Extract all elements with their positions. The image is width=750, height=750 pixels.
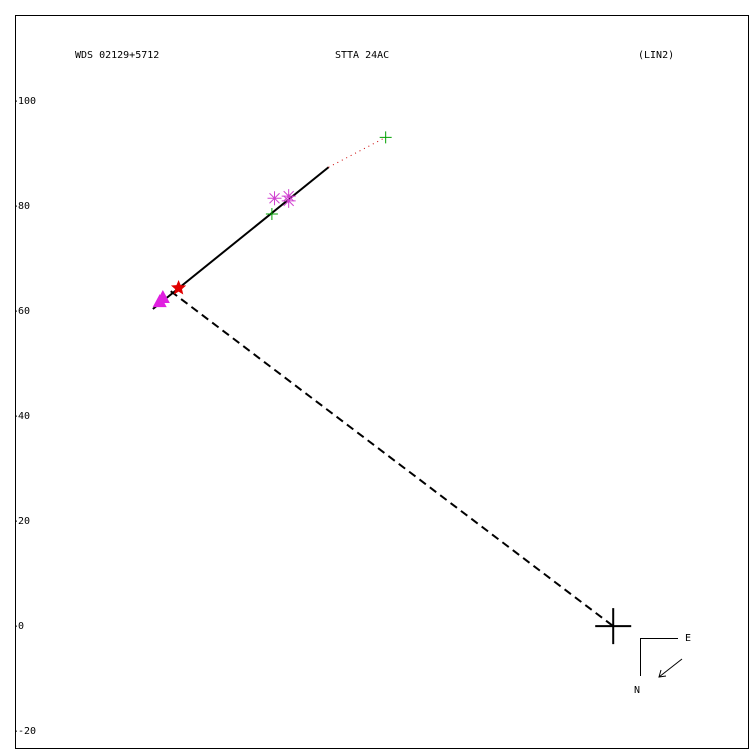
- y-tick-label: 60: [18, 306, 30, 317]
- y-tick-label: -20: [18, 726, 36, 737]
- y-tick-label: 20: [18, 516, 30, 527]
- compass-north: N: [634, 685, 640, 696]
- y-tick-label: 0: [18, 621, 24, 632]
- label: STTA 24AC: [335, 50, 389, 61]
- triangle-marker: [155, 289, 170, 303]
- compass-arrow: [658, 658, 683, 678]
- plus-marker: [379, 131, 392, 144]
- compass-east: E: [685, 633, 691, 644]
- compass-arrowhead: [658, 669, 667, 678]
- plus-marker: [265, 207, 278, 220]
- star-marker: [170, 280, 187, 295]
- asterisk-marker: [281, 193, 296, 208]
- y-tick-label: 100: [18, 96, 36, 107]
- y-tick-label: 80: [18, 201, 30, 212]
- compass: E N: [634, 633, 691, 696]
- label: (LIN2): [638, 50, 674, 61]
- plot-frame: [15, 15, 749, 749]
- line: [328, 136, 386, 168]
- line: [170, 290, 614, 627]
- y-tick-label: 40: [18, 411, 30, 422]
- label: WDS 02129+5712: [75, 50, 159, 61]
- asterisk-marker: [267, 191, 282, 206]
- origin-marker: [595, 608, 632, 645]
